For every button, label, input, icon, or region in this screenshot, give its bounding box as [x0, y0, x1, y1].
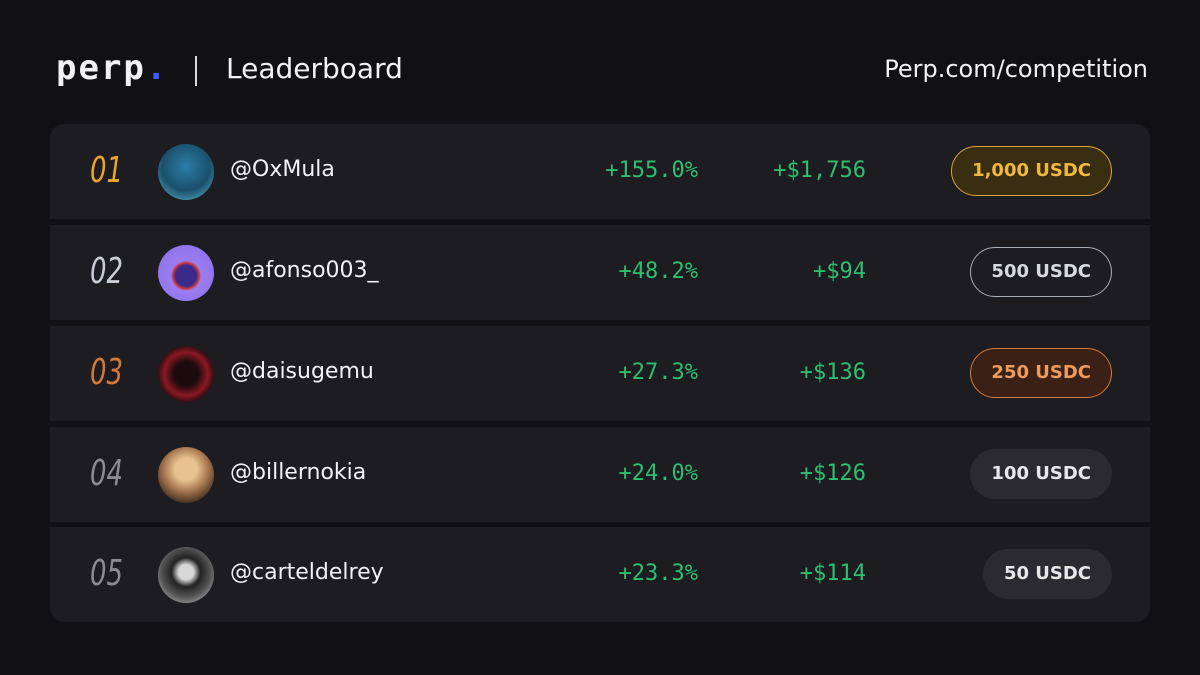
logo: perp. [56, 48, 168, 88]
pnl: +$136 [799, 360, 866, 385]
handle[interactable]: @carteldelrey [230, 560, 384, 585]
leaderboard-row: 05 @carteldelrey +23.3% +$114 50 USDC [50, 527, 1150, 622]
pct: +48.2% [618, 259, 698, 284]
pct: +24.0% [618, 461, 698, 486]
handle[interactable]: @OxMula [230, 157, 335, 182]
rank: 02 [90, 251, 123, 292]
pct: +155.0% [605, 158, 698, 183]
avatar [158, 447, 214, 503]
logo-dot: . [145, 48, 169, 88]
leaderboard-row: 02 @afonso003_ +48.2% +$94 500 USDC [50, 225, 1150, 320]
separator [195, 56, 197, 86]
prize: 50 USDC [982, 549, 1112, 599]
leaderboard-row: 04 @billernokia +24.0% +$126 100 USDC [50, 427, 1150, 522]
prize: 500 USDC [970, 247, 1112, 297]
pnl: +$1,756 [773, 158, 866, 183]
url[interactable]: Perp.com/competition [884, 55, 1148, 83]
title: Leaderboard [226, 52, 403, 85]
pnl: +$94 [813, 259, 866, 284]
handle[interactable]: @afonso003_ [230, 258, 379, 283]
leaderboard-table: 01 @OxMula +155.0% +$1,756 1,000 USDC 02 @afon… [50, 124, 1150, 622]
logo-text: perp [56, 48, 146, 88]
rank: 05 [90, 553, 123, 594]
avatar [158, 547, 214, 603]
rank: 01 [90, 150, 123, 191]
leaderboard-row: 03 @daisugemu +27.3% +$136 250 USDC [50, 326, 1150, 421]
prize: 100 USDC [970, 449, 1112, 499]
leaderboard-row: 01 @OxMula +155.0% +$1,756 1,000 USDC [50, 124, 1150, 219]
avatar [158, 245, 214, 301]
pnl: +$126 [799, 461, 866, 486]
avatar [158, 346, 214, 402]
pct: +27.3% [618, 360, 698, 385]
avatar [158, 144, 214, 200]
handle[interactable]: @billernokia [230, 460, 367, 485]
pnl: +$114 [799, 561, 866, 586]
pct: +23.3% [618, 561, 698, 586]
handle[interactable]: @daisugemu [230, 359, 374, 384]
rank: 03 [90, 352, 123, 393]
prize: 1,000 USDC [951, 146, 1112, 196]
prize: 250 USDC [970, 348, 1112, 398]
rank: 04 [90, 453, 123, 494]
